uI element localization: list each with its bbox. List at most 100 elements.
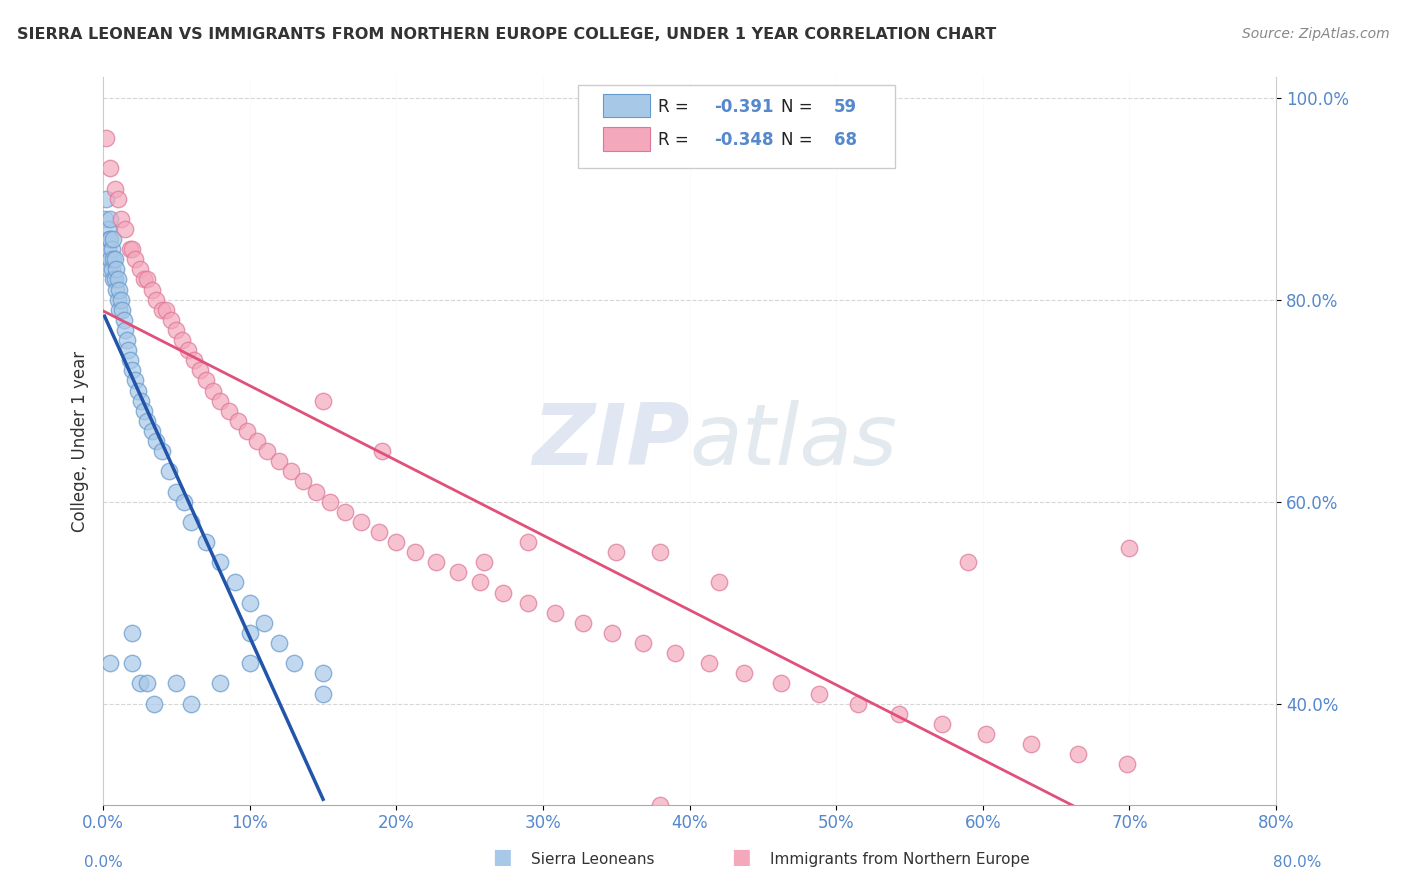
- Text: SIERRA LEONEAN VS IMMIGRANTS FROM NORTHERN EUROPE COLLEGE, UNDER 1 YEAR CORRELAT: SIERRA LEONEAN VS IMMIGRANTS FROM NORTHE…: [17, 27, 995, 42]
- Point: [707, 575, 730, 590]
- Point: [136, 272, 159, 286]
- Point: [117, 343, 139, 358]
- Point: [246, 434, 269, 448]
- Text: 59: 59: [834, 97, 858, 116]
- Point: [319, 494, 342, 508]
- Point: [173, 494, 195, 508]
- Text: N =: N =: [782, 97, 813, 116]
- Point: [105, 283, 128, 297]
- Point: [370, 444, 392, 458]
- Point: [1067, 747, 1090, 761]
- Point: [118, 353, 141, 368]
- Text: ■: ■: [731, 847, 751, 867]
- Point: [159, 313, 181, 327]
- Point: [124, 252, 146, 267]
- Point: [115, 333, 138, 347]
- Point: [128, 676, 150, 690]
- Point: [931, 717, 953, 731]
- Point: [218, 403, 240, 417]
- Text: 68: 68: [834, 131, 856, 149]
- Point: [155, 302, 177, 317]
- Point: [305, 484, 328, 499]
- Point: [224, 575, 246, 590]
- Point: [889, 706, 911, 721]
- Point: [571, 615, 593, 630]
- Text: Source: ZipAtlas.com: Source: ZipAtlas.com: [1241, 27, 1389, 41]
- Point: [1019, 737, 1042, 751]
- Point: [100, 161, 122, 176]
- Point: [96, 242, 118, 256]
- Point: [110, 293, 132, 307]
- Point: [141, 283, 163, 297]
- Point: [100, 232, 122, 246]
- Point: [367, 524, 389, 539]
- Point: [104, 252, 127, 267]
- Text: R =: R =: [658, 131, 689, 149]
- Point: [107, 272, 129, 286]
- Point: [239, 596, 262, 610]
- Point: [177, 343, 200, 358]
- Point: [183, 353, 205, 368]
- Text: ZIP: ZIP: [531, 400, 689, 483]
- Point: [94, 131, 117, 145]
- Point: [226, 414, 249, 428]
- Point: [404, 545, 426, 559]
- Point: [468, 575, 491, 590]
- Point: [517, 535, 540, 549]
- Text: R =: R =: [658, 97, 689, 116]
- Point: [107, 192, 129, 206]
- Point: [150, 444, 173, 458]
- Point: [283, 657, 305, 671]
- Point: [96, 222, 118, 236]
- Point: [209, 555, 232, 569]
- Point: [124, 374, 146, 388]
- Point: [385, 535, 408, 549]
- Point: [121, 657, 143, 671]
- Point: [172, 333, 194, 347]
- Point: [101, 262, 124, 277]
- Point: [134, 272, 156, 286]
- Point: [101, 242, 124, 256]
- Point: [103, 272, 125, 286]
- Point: [157, 464, 180, 478]
- Point: [664, 646, 686, 660]
- Point: [121, 363, 143, 377]
- Point: [127, 384, 149, 398]
- Point: [136, 414, 159, 428]
- Point: [697, 657, 720, 671]
- Point: [114, 222, 136, 236]
- Point: [103, 252, 125, 267]
- Point: [447, 566, 470, 580]
- Point: [107, 293, 129, 307]
- Point: [312, 687, 335, 701]
- Point: [114, 323, 136, 337]
- Point: [974, 727, 997, 741]
- Point: [472, 555, 495, 569]
- FancyBboxPatch shape: [603, 95, 650, 118]
- Point: [100, 252, 122, 267]
- Point: [93, 211, 115, 226]
- Point: [631, 636, 654, 650]
- Point: [544, 606, 567, 620]
- Text: atlas: atlas: [689, 400, 897, 483]
- Point: [517, 596, 540, 610]
- Point: [650, 545, 672, 559]
- Point: [165, 676, 187, 690]
- Point: [111, 302, 134, 317]
- Point: [180, 515, 202, 529]
- Point: [110, 211, 132, 226]
- Point: [1118, 541, 1140, 555]
- Text: 0.0%: 0.0%: [84, 855, 124, 870]
- Point: [312, 666, 335, 681]
- Point: [253, 615, 276, 630]
- Point: [236, 424, 259, 438]
- Point: [100, 211, 122, 226]
- Point: [165, 484, 187, 499]
- Text: N =: N =: [782, 131, 813, 149]
- Point: [267, 636, 290, 650]
- Point: [143, 697, 166, 711]
- Point: [1115, 757, 1137, 772]
- Point: [121, 626, 143, 640]
- Point: [769, 676, 792, 690]
- Point: [103, 232, 125, 246]
